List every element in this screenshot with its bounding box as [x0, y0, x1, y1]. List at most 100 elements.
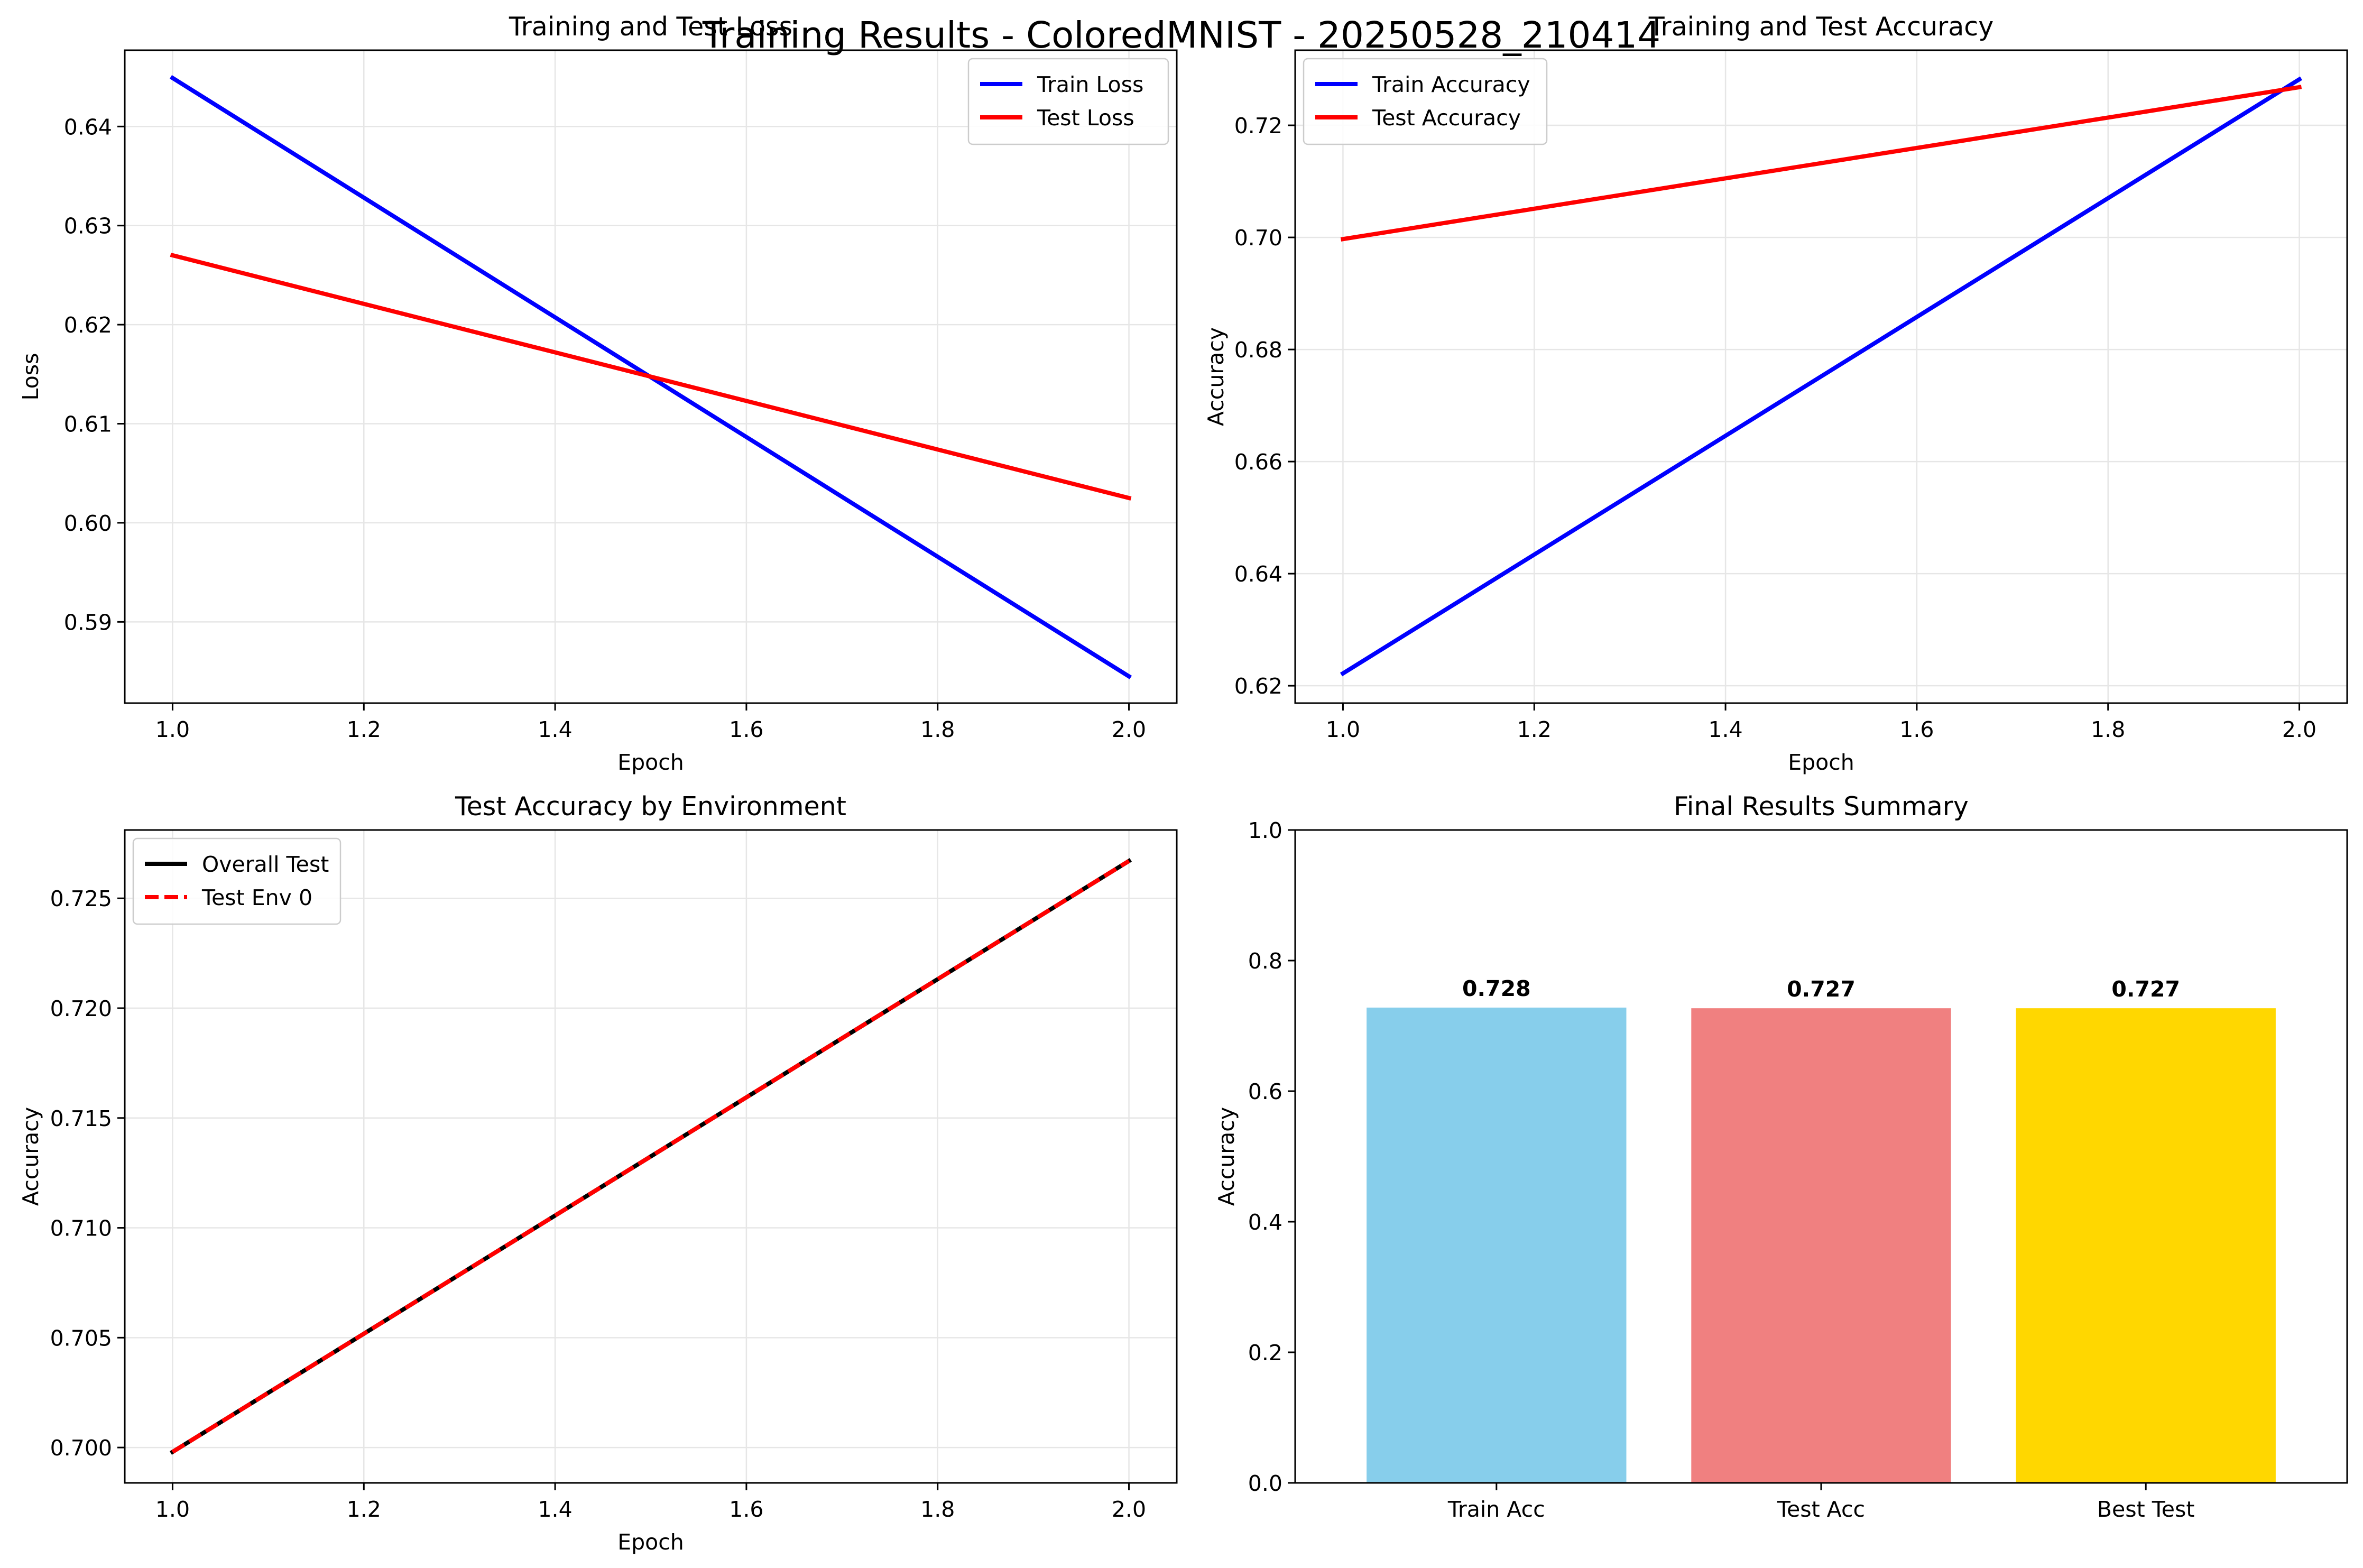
x-tick-label-4: 1.8 — [920, 1497, 955, 1522]
y-tick-label-0: 0.700 — [50, 1435, 112, 1461]
y-tick-label-0: 0.62 — [1234, 674, 1282, 699]
x-tick-label-4: 1.8 — [2091, 717, 2125, 742]
x-tick-label-5: 2.0 — [1112, 717, 1146, 742]
chart-title: Training and Test Loss — [509, 12, 792, 42]
y-tick-label-5: 0.72 — [1234, 113, 1282, 139]
y-axis-label: Accuracy — [1214, 1107, 1239, 1206]
x-tick-label-3: 1.6 — [729, 1497, 763, 1522]
x-tick-label-1: 1.2 — [347, 1497, 381, 1522]
bar-value-label-2: 0.727 — [2111, 976, 2180, 1002]
legend-label-0: Train Loss — [1037, 72, 1143, 97]
y-tick-label-0: 0.59 — [64, 610, 112, 635]
x-tick-label-0: 1.0 — [155, 717, 190, 742]
y-tick-label-5: 0.725 — [50, 886, 112, 911]
y-tick-label-3: 0.68 — [1234, 337, 1282, 363]
y-tick-label-1: 0.64 — [1234, 561, 1282, 587]
y-tick-label-2: 0.4 — [1248, 1210, 1282, 1235]
y-axis-ticks: 0.700 0.705 0.710 0.715 0.720 0.725 — [50, 886, 125, 1461]
bar-2 — [2016, 1008, 2276, 1483]
x-axis-ticks: Train Acc Test Acc Best Test — [1447, 1483, 2195, 1522]
legend-label-1: Test Env 0 — [201, 885, 312, 910]
x-tick-label-2: 1.4 — [1708, 717, 1742, 742]
y-tick-label-4: 0.720 — [50, 996, 112, 1021]
series-line-1 — [170, 253, 1132, 501]
bar-value-label-0: 0.728 — [1462, 976, 1531, 1001]
y-tick-label-4: 0.8 — [1248, 948, 1282, 974]
y-tick-label-5: 0.64 — [64, 114, 112, 140]
x-tick-label-3: 1.6 — [1899, 717, 1934, 742]
y-tick-label-5: 1.0 — [1248, 818, 1282, 843]
y-axis-label: Accuracy — [1203, 327, 1229, 426]
y-tick-label-1: 0.2 — [1248, 1340, 1282, 1366]
legend-box — [132, 837, 341, 925]
x-tick-label-2: 1.4 — [538, 1497, 572, 1522]
x-axis-label: Epoch — [617, 1529, 684, 1555]
y-tick-label-3: 0.6 — [1248, 1079, 1282, 1104]
chart-panel-4: 0.728 0.727 0.727 Train Acc Test Acc Best Tes… — [1214, 791, 2348, 1522]
legend-label-1: Test Accuracy — [1372, 105, 1521, 131]
series-lines — [1340, 76, 2303, 677]
series-line-1 — [171, 859, 1130, 1454]
series-lines — [169, 858, 1132, 1455]
legend-label-0: Overall Test — [202, 852, 329, 877]
x-tick-label-0: Train Acc — [1447, 1497, 1545, 1522]
y-axis-ticks: 0.59 0.60 0.61 0.62 0.63 0.64 — [64, 114, 125, 635]
y-axis-label: Loss — [18, 353, 43, 401]
x-axis-ticks: 1.0 1.2 1.4 1.6 1.8 2.0 — [155, 1483, 1146, 1522]
x-tick-label-1: Test Acc — [1777, 1497, 1865, 1522]
x-tick-label-0: 1.0 — [1326, 717, 1360, 742]
y-tick-label-4: 0.63 — [64, 214, 112, 239]
chart-title: Final Results Summary — [1674, 791, 1969, 822]
figure-suptitle: Training Results - ColoredMNIST - 202505… — [702, 14, 1660, 57]
y-tick-label-1: 0.60 — [64, 511, 112, 536]
legend: Overall Test Test Env 0 — [132, 837, 341, 925]
series-line-1 — [1340, 85, 2302, 242]
legend: Train Accuracy Test Accuracy — [1303, 58, 1548, 145]
axes-frame — [124, 49, 1178, 704]
x-tick-label-1: 1.2 — [347, 717, 381, 742]
x-tick-label-5: 2.0 — [2282, 717, 2316, 742]
bar-0 — [1367, 1007, 1627, 1483]
panels: 1.0 1.2 1.4 1.6 1.8 2.00.590.600.610.620.630.… — [18, 12, 2348, 1555]
y-tick-label-1: 0.705 — [50, 1325, 112, 1351]
legend-box — [967, 58, 1169, 145]
legend-label-1: Test Loss — [1037, 105, 1134, 131]
y-tick-label-2: 0.66 — [1234, 449, 1282, 475]
x-tick-label-3: 1.6 — [729, 717, 763, 742]
y-tick-label-3: 0.62 — [64, 312, 112, 338]
x-tick-label-2: Best Test — [2097, 1497, 2195, 1522]
y-axis-ticks: 0.62 0.64 0.66 0.68 0.70 0.72 — [1234, 113, 1295, 699]
y-axis-ticks: 0.0 0.2 0.4 0.6 0.8 1.0 — [1248, 818, 1295, 1496]
y-tick-label-4: 0.70 — [1234, 225, 1282, 251]
y-axis-label: Accuracy — [18, 1107, 43, 1206]
legend: Train Loss Test Loss — [967, 58, 1169, 145]
x-axis-ticks: 1.0 1.2 1.4 1.6 1.8 2.0 — [1326, 703, 2316, 742]
y-tick-label-2: 0.61 — [64, 412, 112, 437]
x-tick-label-2: 1.4 — [538, 717, 572, 742]
axes-frame — [124, 829, 1178, 1484]
chart-panel-2: 1.0 1.2 1.4 1.6 1.8 2.00.620.640.660.680.700.… — [1203, 12, 2348, 775]
x-axis-label: Epoch — [1788, 750, 1854, 775]
x-tick-label-4: 1.8 — [920, 717, 955, 742]
x-tick-label-1: 1.2 — [1517, 717, 1552, 742]
bar-1 — [1691, 1008, 1951, 1483]
x-tick-label-0: 1.0 — [155, 1497, 190, 1522]
x-tick-label-5: 2.0 — [1112, 1497, 1146, 1522]
gridlines — [1295, 50, 2347, 703]
x-axis-label: Epoch — [617, 750, 684, 775]
bar-value-label-1: 0.727 — [1787, 976, 1856, 1002]
series-lines — [169, 75, 1132, 679]
chart-panel-1: 1.0 1.2 1.4 1.6 1.8 2.00.590.600.610.620.630.… — [18, 12, 1178, 775]
y-tick-label-2: 0.710 — [50, 1216, 112, 1241]
y-tick-label-3: 0.715 — [50, 1106, 112, 1131]
chart-title: Training and Test Accuracy — [1648, 12, 1993, 42]
legend-box — [1303, 58, 1548, 145]
gridlines — [125, 50, 1177, 703]
x-axis-ticks: 1.0 1.2 1.4 1.6 1.8 2.0 — [155, 703, 1146, 742]
y-tick-label-0: 0.0 — [1248, 1471, 1282, 1496]
legend-label-0: Train Accuracy — [1372, 72, 1530, 97]
chart-title: Test Accuracy by Environment — [455, 791, 846, 822]
chart-panel-3: 1.0 1.2 1.4 1.6 1.8 2.00.7000.7050.7100.7150.… — [18, 791, 1178, 1555]
